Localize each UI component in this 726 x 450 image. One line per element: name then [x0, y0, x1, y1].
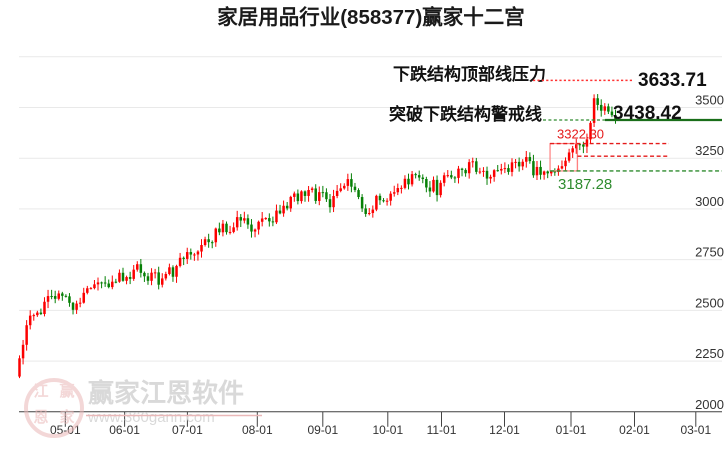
- svg-text:赢: 赢: [59, 382, 74, 400]
- svg-text:09-01: 09-01: [307, 423, 338, 437]
- svg-text:www.360gann.com: www.360gann.com: [87, 409, 215, 426]
- svg-text:02-01: 02-01: [619, 423, 650, 437]
- svg-text:赢家江恩软件: 赢家江恩软件: [88, 378, 244, 408]
- svg-text:3438.42: 3438.42: [613, 103, 682, 124]
- svg-text:3500: 3500: [695, 93, 724, 108]
- svg-text:2250: 2250: [695, 346, 724, 361]
- svg-text:下跌结构顶部线压力: 下跌结构顶部线压力: [393, 64, 546, 84]
- svg-text:01-01: 01-01: [556, 423, 587, 437]
- svg-text:11-01: 11-01: [427, 423, 457, 437]
- svg-text:12-01: 12-01: [489, 423, 520, 437]
- svg-text:江: 江: [33, 382, 48, 400]
- svg-text:2000: 2000: [695, 397, 724, 412]
- svg-text:03-01: 03-01: [680, 423, 711, 437]
- svg-text:恩: 恩: [33, 409, 48, 426]
- svg-text:3250: 3250: [695, 143, 724, 158]
- svg-text:突破下跌结构警戒线: 突破下跌结构警戒线: [389, 104, 542, 124]
- svg-text:08-01: 08-01: [242, 423, 273, 437]
- svg-text:3000: 3000: [695, 194, 724, 209]
- svg-text:2750: 2750: [695, 245, 724, 260]
- svg-text:2500: 2500: [695, 295, 724, 310]
- svg-text:3633.71: 3633.71: [638, 70, 707, 91]
- svg-text:3322.30: 3322.30: [557, 127, 604, 142]
- svg-text:10-01: 10-01: [372, 423, 403, 437]
- svg-text:3187.28: 3187.28: [558, 176, 612, 193]
- svg-text:家: 家: [59, 408, 74, 426]
- svg-text:家居用品行业(858377)赢家十二宫: 家居用品行业(858377)赢家十二宫: [217, 5, 525, 29]
